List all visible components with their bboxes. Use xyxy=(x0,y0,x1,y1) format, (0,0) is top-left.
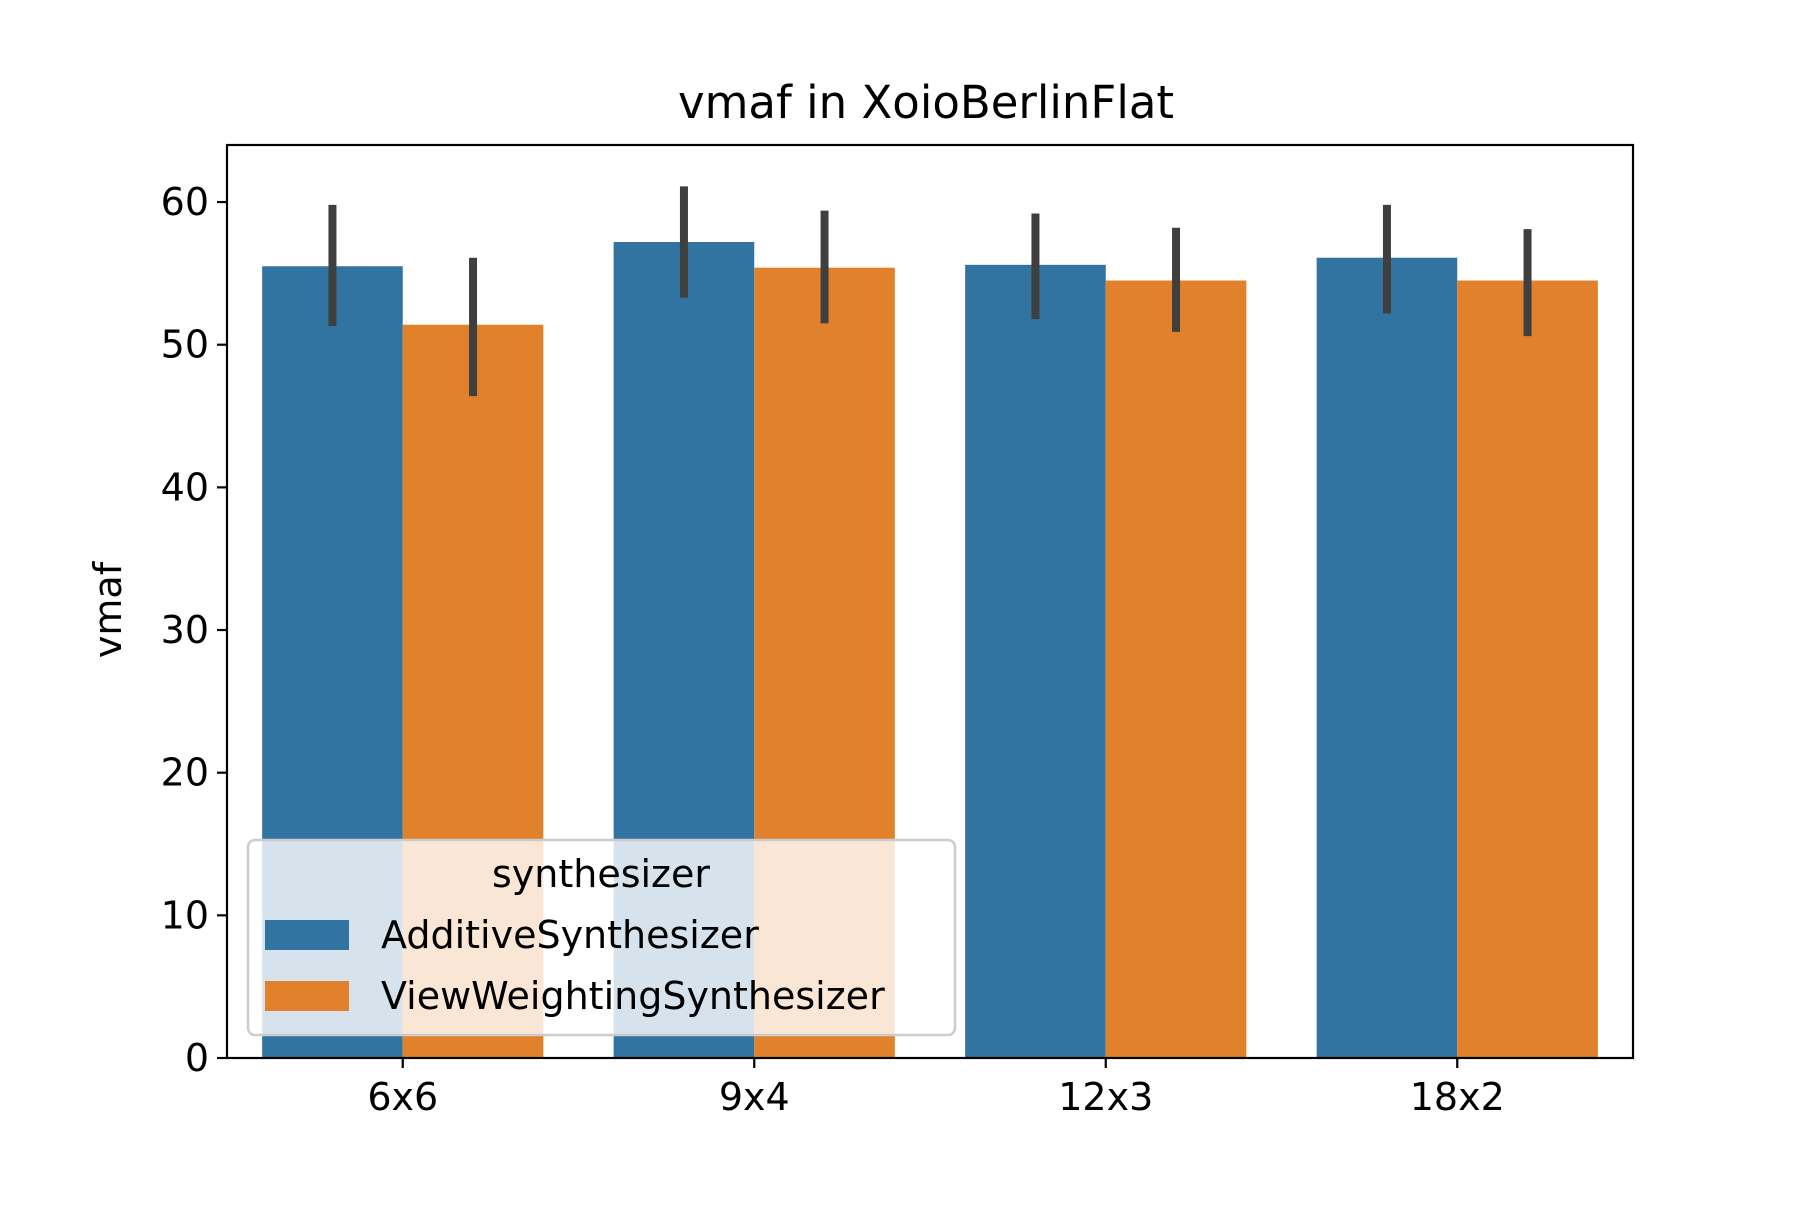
legend: synthesizer AdditiveSynthesizer ViewWeig… xyxy=(246,838,957,1037)
x-tick-label: 6x6 xyxy=(367,1075,438,1119)
error-bars xyxy=(328,186,1532,397)
plot-frame xyxy=(225,143,1635,1060)
bar-view-weighting-12x3 xyxy=(1105,280,1247,1058)
y-tick-label: 0 xyxy=(185,1036,209,1080)
x-tick-label: 9x4 xyxy=(719,1075,790,1119)
y-tick-label: 50 xyxy=(161,323,209,367)
legend-title: synthesizer xyxy=(492,852,710,896)
x-tick-label: 18x2 xyxy=(1410,1075,1505,1119)
x-axis: 6x6 9x4 12x3 18x2 xyxy=(367,1058,1505,1119)
y-tick-label: 10 xyxy=(161,893,209,937)
bar-view-weighting-18x2 xyxy=(1457,280,1598,1058)
legend-swatch-additive xyxy=(265,920,349,950)
legend-swatch-view-weighting xyxy=(265,981,349,1011)
legend-box xyxy=(246,838,957,1037)
bar-additive-12x3 xyxy=(965,264,1106,1058)
y-axis-label: vmaf xyxy=(86,560,130,658)
y-tick-label: 30 xyxy=(161,608,209,652)
bar-additive-18x2 xyxy=(1316,257,1458,1058)
legend-label-view-weighting: ViewWeightingSynthesizer xyxy=(381,974,885,1018)
y-tick-label: 60 xyxy=(161,180,209,224)
legend-label-additive: AdditiveSynthesizer xyxy=(381,913,759,957)
x-tick-label: 12x3 xyxy=(1058,1075,1153,1119)
y-tick-label: 20 xyxy=(161,751,209,795)
y-tick-label: 40 xyxy=(161,465,209,509)
chart-title: vmaf in XoioBerlinFlat xyxy=(678,76,1174,129)
y-axis: 0 10 20 30 40 50 60 xyxy=(161,180,227,1080)
